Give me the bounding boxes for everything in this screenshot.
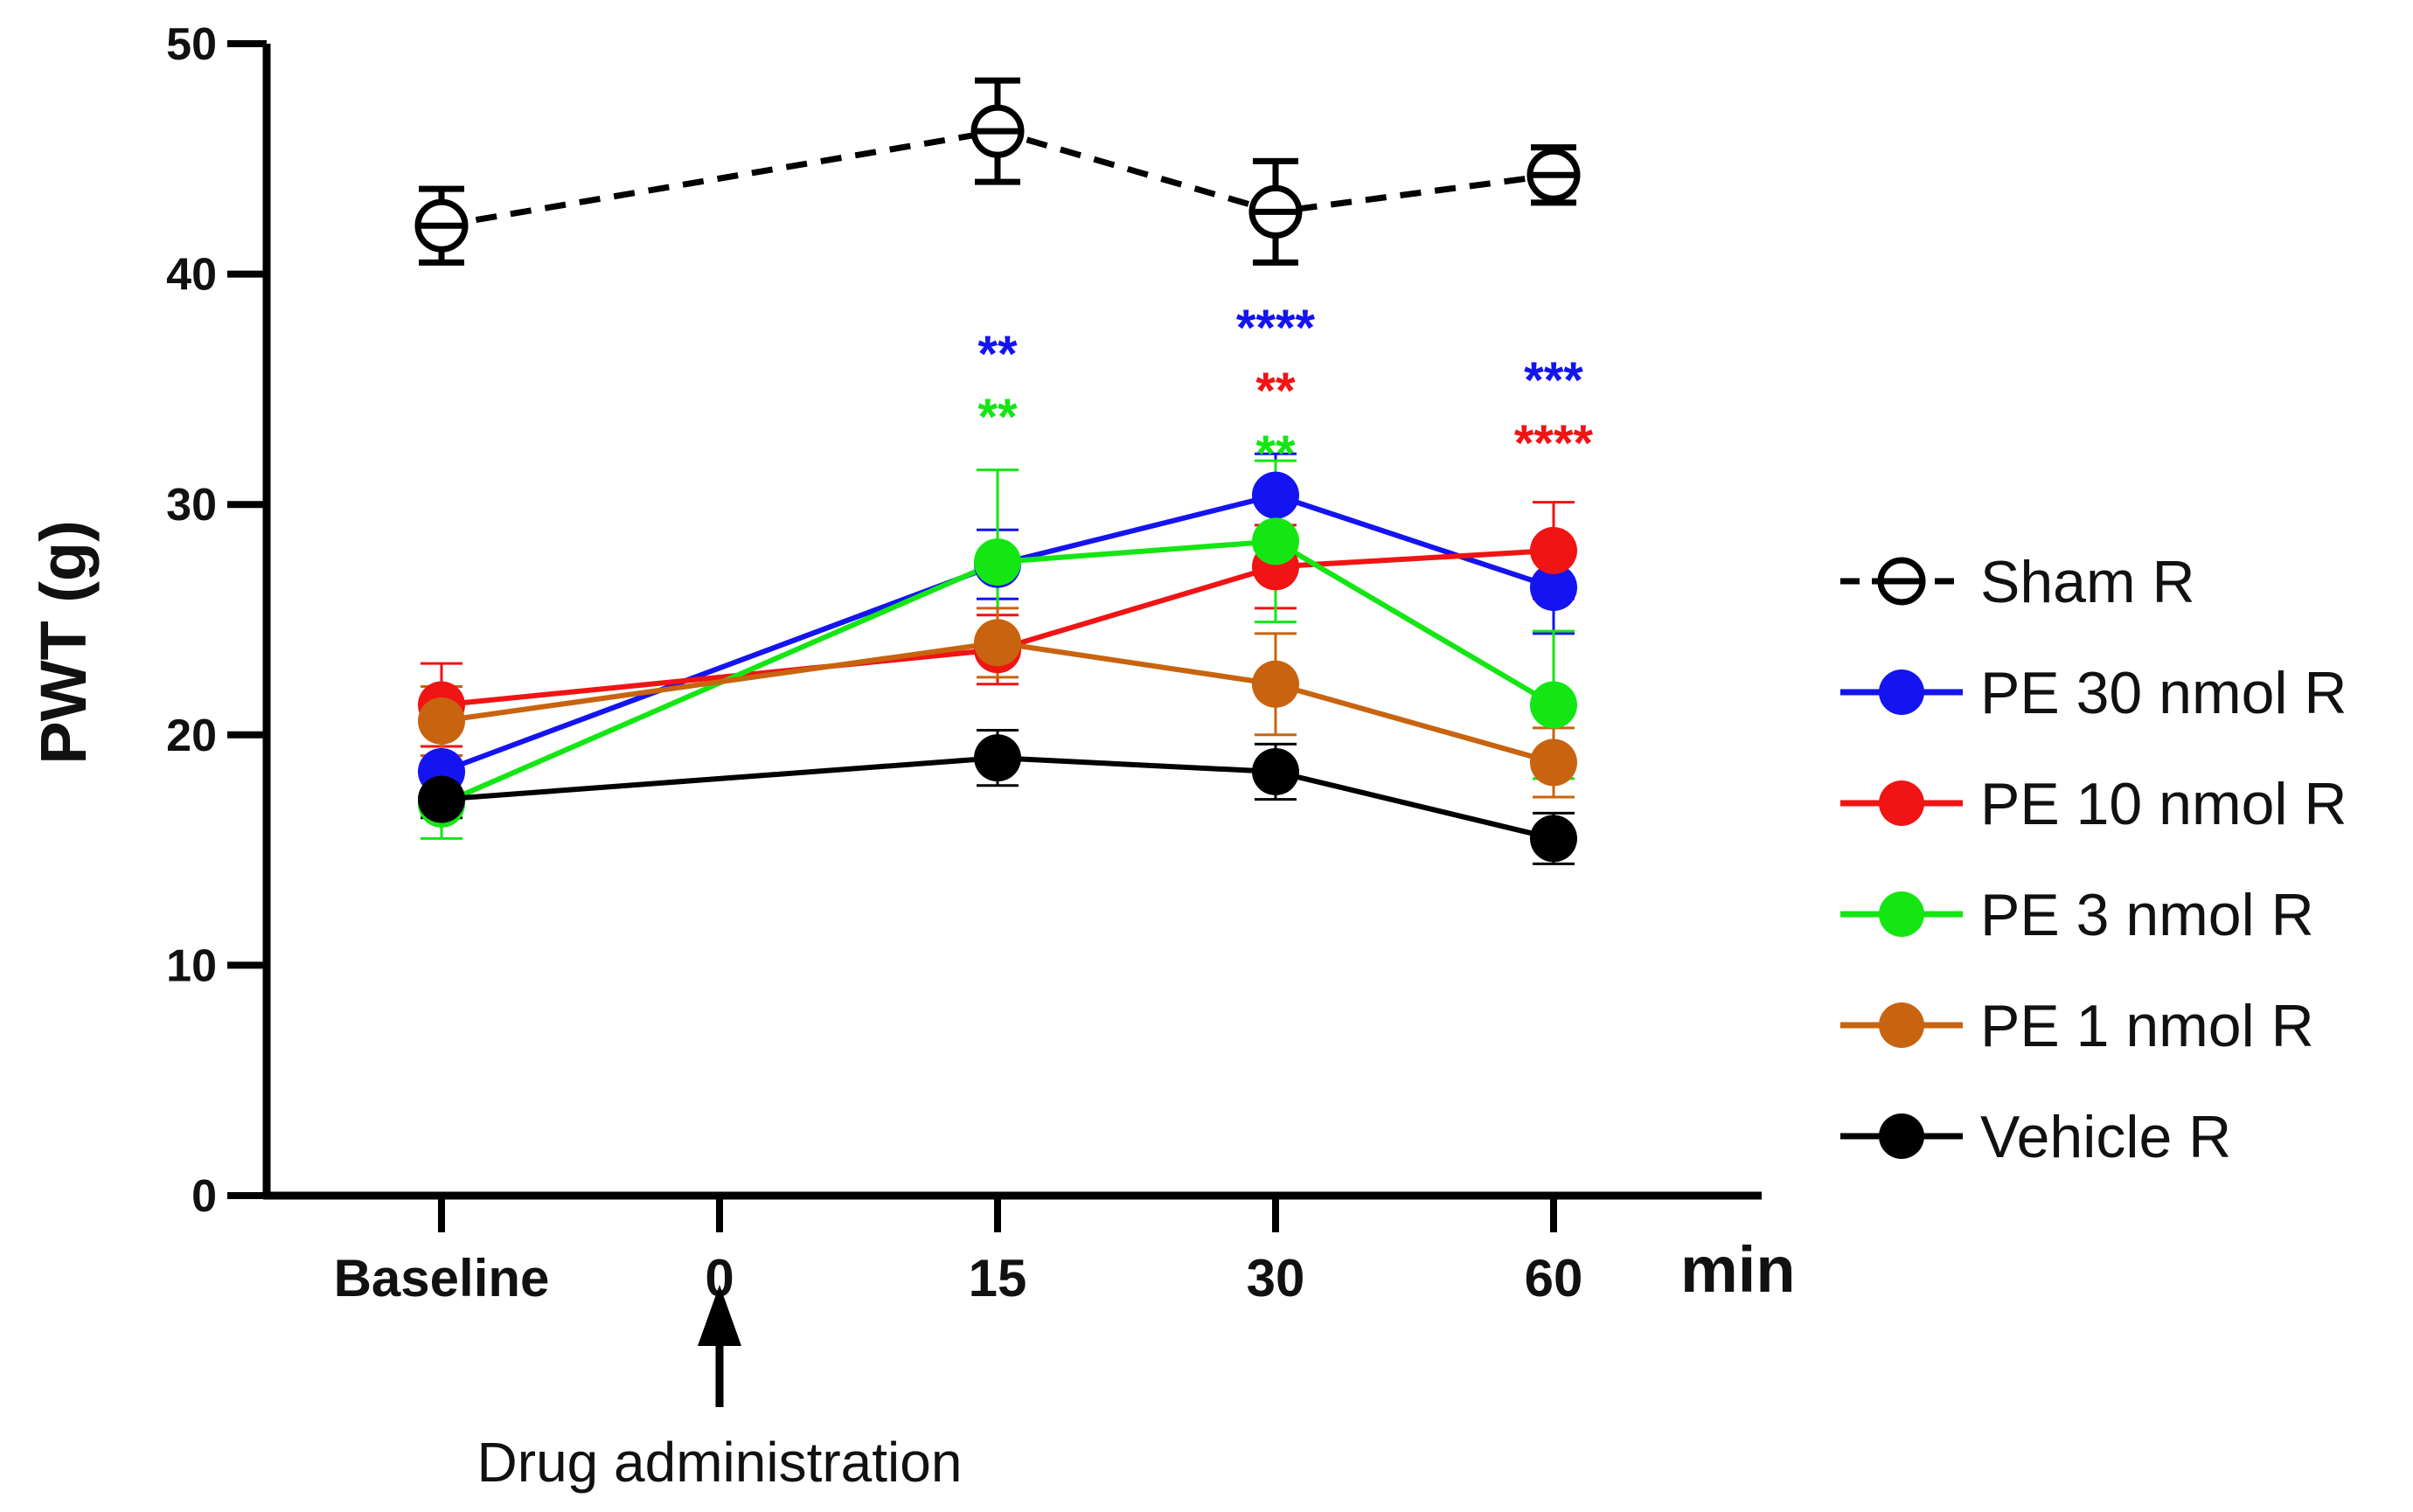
significance-marker: ** [977, 389, 1018, 446]
legend-swatch-marker [1879, 1113, 1924, 1159]
data-point-pe-3-nmol-r [974, 538, 1021, 586]
legend-swatch-marker [1879, 780, 1924, 826]
legend-item-sham-r: Sham R [1840, 549, 2195, 615]
y-tick-label: 50 [166, 19, 217, 70]
legend-swatch-marker [1879, 1002, 1924, 1048]
data-point-pe-10-nmol-r [1530, 526, 1577, 574]
significance-marker: *** [1524, 352, 1583, 409]
legend-label: PE 3 nmol R [1980, 882, 2314, 948]
series-line-vehicle-r [441, 755, 1554, 842]
significance-marker: ** [1255, 426, 1296, 482]
legend-item-pe-3-nmol-r: PE 3 nmol R [1840, 882, 2314, 948]
series-lines-layer [440, 128, 1555, 842]
legend-label: Vehicle R [1980, 1104, 2231, 1170]
data-point-pe-1-nmol-r [1530, 739, 1577, 787]
legend-item-vehicle-r: Vehicle R [1840, 1104, 2231, 1170]
legend-item-pe-30-nmol-r: PE 30 nmol R [1840, 660, 2347, 726]
y-ticks: 0 10 20 30 40 50 [166, 19, 267, 1222]
series-line-pe-30-nmol-r [440, 492, 1554, 774]
drug-administration-label: Drug administration [477, 1431, 963, 1494]
data-point-vehicle-r [418, 775, 465, 823]
data-point-pe-1-nmol-r [418, 697, 465, 745]
significance-marker: ** [1255, 363, 1296, 420]
legend-label: PE 30 nmol R [1980, 660, 2347, 726]
significance-marker: **** [1514, 415, 1594, 472]
axes [262, 44, 1762, 1200]
drug-administration-arrow [698, 1285, 741, 1407]
legend: Sham R PE 30 nmol R PE 10 nmol R PE 3 nmol … [1840, 549, 2347, 1170]
x-tick-label: Baseline [334, 1249, 550, 1307]
x-tick-label: 60 [1525, 1249, 1583, 1307]
y-axis-title: PWT (g) [27, 520, 100, 764]
legend-item-pe-10-nmol-r: PE 10 nmol R [1840, 771, 2347, 837]
data-point-pe-1-nmol-r [1252, 660, 1299, 708]
y-tick-label: 10 [166, 940, 217, 991]
data-point-pe-30-nmol-r [1252, 471, 1299, 519]
series-line-pe-1-nmol-r [441, 640, 1554, 766]
legend-swatch-marker [1879, 891, 1924, 937]
y-tick-label: 20 [166, 711, 217, 761]
legend-item-pe-1-nmol-r: PE 1 nmol R [1840, 993, 2314, 1059]
y-tick-label: 30 [166, 480, 217, 531]
y-tick-label: 40 [166, 250, 217, 301]
x-axis-unit-label: min [1680, 1233, 1796, 1306]
data-point-vehicle-r [1530, 815, 1577, 863]
markers-layer [414, 104, 1581, 863]
data-point-pe-30-nmol-r [1530, 564, 1577, 612]
significance-markers: ******************* [977, 300, 1593, 482]
x-tick-label: 30 [1247, 1249, 1305, 1307]
legend-label: Sham R [1980, 549, 2195, 615]
data-point-vehicle-r [974, 734, 1021, 782]
data-point-pe-1-nmol-r [974, 619, 1021, 667]
x-ticks: Baseline 0 15 30 60 [334, 1196, 1583, 1307]
significance-marker: ** [977, 326, 1018, 383]
significance-marker: **** [1236, 300, 1316, 357]
data-point-pe-3-nmol-r [1530, 681, 1577, 729]
arrow-head [698, 1285, 741, 1346]
series-line-pe-10-nmol-r [441, 547, 1554, 708]
data-point-vehicle-r [1252, 747, 1299, 795]
legend-label: PE 1 nmol R [1980, 993, 2314, 1059]
series-line-sham-r [441, 128, 1554, 229]
x-tick-label: 15 [969, 1249, 1027, 1307]
legend-swatch-marker [1879, 669, 1924, 715]
y-tick-label: 0 [191, 1171, 217, 1222]
legend-label: PE 10 nmol R [1980, 771, 2347, 837]
data-point-pe-3-nmol-r [1252, 517, 1299, 565]
